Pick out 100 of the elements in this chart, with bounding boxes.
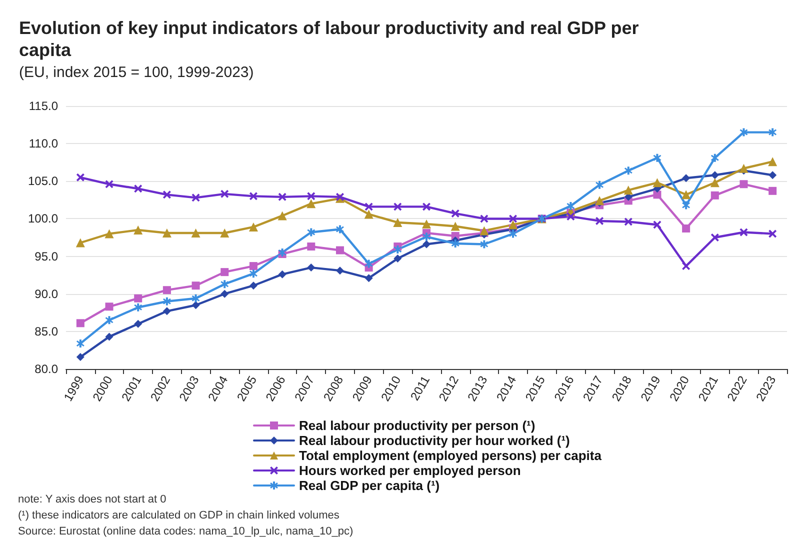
text: (¹) these indicators are calculated on GDP in chain linked volumes bbox=[18, 510, 340, 522]
y-tick-label: 115.0 bbox=[28, 99, 58, 113]
point bbox=[278, 211, 287, 220]
legend-label: Real labour productivity per person (¹) bbox=[299, 418, 536, 433]
point bbox=[162, 286, 171, 294]
point bbox=[105, 180, 114, 188]
point bbox=[220, 268, 229, 276]
point bbox=[307, 242, 316, 251]
legend-label: Real labour productivity per hour worked (¹) bbox=[299, 433, 570, 448]
point bbox=[134, 294, 142, 302]
legend-label: Real GDP per capita (¹) bbox=[299, 478, 440, 493]
point bbox=[768, 128, 777, 136]
point bbox=[192, 294, 200, 302]
point bbox=[394, 202, 402, 211]
text: note: Y axis does not start at 0 bbox=[18, 494, 166, 506]
point bbox=[105, 302, 114, 311]
point bbox=[249, 282, 258, 290]
point bbox=[653, 220, 662, 229]
point bbox=[364, 210, 374, 219]
y-tick-label: 110.0 bbox=[28, 136, 58, 151]
point bbox=[682, 201, 690, 210]
legend-label: Hours worked per employed person bbox=[299, 463, 521, 478]
point bbox=[480, 240, 488, 248]
y-tick-label: 105.0 bbox=[28, 174, 58, 188]
point bbox=[682, 262, 690, 270]
point bbox=[192, 301, 200, 310]
point bbox=[710, 178, 720, 188]
point bbox=[393, 218, 402, 227]
point bbox=[422, 232, 430, 241]
point bbox=[682, 190, 691, 200]
point bbox=[480, 226, 489, 236]
point bbox=[422, 219, 431, 228]
point bbox=[768, 186, 777, 195]
point bbox=[710, 171, 719, 180]
point bbox=[596, 216, 604, 225]
point bbox=[134, 225, 143, 234]
point bbox=[162, 307, 171, 316]
point bbox=[422, 202, 430, 211]
point bbox=[336, 266, 344, 275]
point bbox=[134, 320, 142, 328]
point bbox=[76, 352, 84, 361]
point bbox=[768, 157, 778, 166]
point bbox=[364, 202, 373, 211]
point bbox=[740, 180, 748, 188]
point bbox=[595, 196, 604, 206]
point bbox=[653, 190, 662, 199]
point bbox=[134, 303, 142, 312]
y-tick-label: 90.0 bbox=[34, 286, 58, 301]
legend-label: Total employment (employed persons) per capita bbox=[299, 448, 602, 463]
point bbox=[76, 319, 84, 328]
point bbox=[336, 225, 344, 234]
point bbox=[710, 154, 719, 162]
point bbox=[162, 297, 171, 306]
point bbox=[364, 260, 373, 268]
point bbox=[451, 240, 460, 248]
point bbox=[653, 154, 662, 162]
point bbox=[509, 214, 518, 223]
point bbox=[220, 280, 229, 288]
point bbox=[394, 254, 402, 263]
y-tick-label: 100.0 bbox=[28, 212, 58, 226]
point bbox=[307, 192, 316, 200]
point bbox=[566, 202, 575, 210]
point bbox=[336, 246, 344, 254]
point bbox=[104, 229, 114, 238]
point bbox=[624, 186, 633, 195]
point bbox=[710, 234, 719, 242]
point bbox=[739, 164, 748, 173]
point bbox=[509, 230, 518, 238]
point bbox=[624, 166, 632, 175]
point bbox=[249, 192, 258, 200]
point bbox=[76, 173, 84, 182]
chart-subtitle: (EU, index 2015 = 100, 1999-2023) bbox=[19, 64, 254, 81]
point bbox=[480, 214, 488, 223]
point bbox=[249, 262, 258, 270]
point bbox=[220, 228, 230, 238]
y-tick-label: 80.0 bbox=[34, 362, 58, 376]
point bbox=[740, 128, 748, 136]
source-note: Source: Eurostat (online data codes: nama_10_lp_ulc, nama_10_pc) bbox=[18, 526, 354, 538]
point bbox=[682, 224, 690, 232]
point bbox=[220, 190, 229, 198]
point bbox=[105, 332, 114, 341]
point bbox=[76, 238, 85, 248]
point bbox=[278, 270, 286, 278]
point bbox=[740, 228, 748, 236]
point bbox=[422, 240, 430, 248]
point bbox=[652, 178, 662, 188]
point bbox=[768, 230, 777, 238]
point bbox=[192, 282, 200, 290]
point bbox=[220, 290, 229, 298]
point bbox=[278, 192, 286, 201]
point bbox=[134, 184, 142, 193]
point bbox=[105, 316, 114, 324]
point bbox=[249, 270, 258, 278]
point bbox=[248, 222, 258, 232]
point bbox=[394, 246, 402, 254]
point bbox=[162, 228, 172, 238]
point bbox=[508, 220, 518, 230]
y-tick-label: 95.0 bbox=[34, 249, 58, 264]
point bbox=[307, 264, 316, 272]
point bbox=[307, 228, 316, 236]
